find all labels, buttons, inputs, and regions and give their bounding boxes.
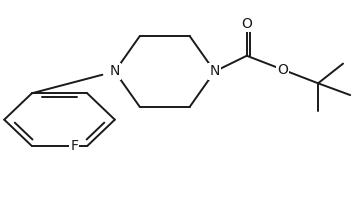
Text: N: N: [110, 65, 120, 78]
Text: O: O: [241, 17, 252, 31]
Text: O: O: [277, 63, 288, 76]
Text: N: N: [209, 65, 220, 78]
Text: F: F: [70, 139, 78, 153]
